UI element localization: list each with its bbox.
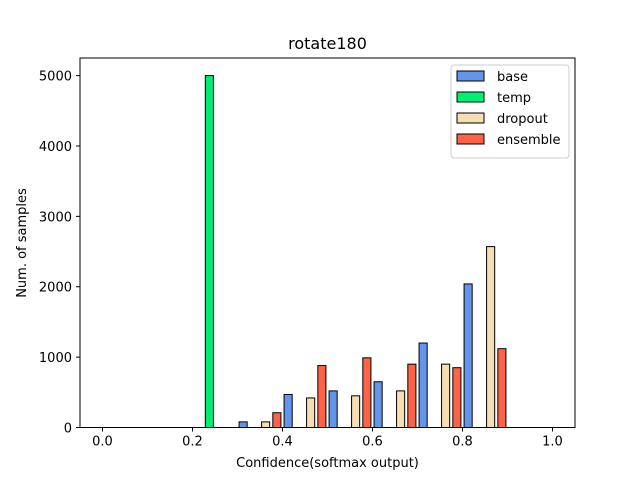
legend-label-base: base [497,70,528,85]
bar-dropout-7 [441,363,451,429]
legend-swatch-ensemble [456,133,485,145]
plot-frame [79,57,576,428]
legend-swatch-base [456,70,485,82]
bar-ensemble-4 [317,365,327,428]
y-tick-label: 4000 [39,140,72,155]
bar-base-4 [283,393,293,429]
legend-swatch-dropout [456,112,485,124]
bar-base-6 [373,381,383,428]
x-axis-label: Confidence(softmax output) [236,456,419,471]
bar-ensemble-7 [452,367,462,428]
bars-group [204,75,507,429]
x-tick-label: 0.2 [182,435,203,450]
x-tick-label: 0.6 [362,435,383,450]
y-tick-label: 2000 [39,281,72,296]
y-tick-label: 0 [64,422,72,437]
x-tick-label: 1.0 [542,435,563,450]
y-axis-label: Num. of samples [15,188,30,298]
bar-ensemble-6 [407,363,417,429]
bar-ensemble-3 [272,412,282,429]
bar-base-8 [463,283,473,429]
legend-label-ensemble: ensemble [497,133,561,148]
legend-swatch-temp [456,91,485,103]
bar-ensemble-5 [362,357,372,429]
bar-base-7 [418,342,428,429]
y-tick-label: 3000 [39,210,72,225]
bar-dropout-6 [396,390,406,428]
legend-label-temp: temp [497,91,531,106]
chart-title: rotate180 [288,34,367,53]
y-tick-label: 1000 [39,351,72,366]
x-tick-label: 0.8 [452,435,473,450]
bar-temp-2 [204,75,214,428]
x-tick-label: 0.0 [92,435,113,450]
bar-base-5 [328,390,338,428]
bar-dropout-4 [306,397,316,429]
bar-base-3 [238,421,248,428]
y-tick-label: 5000 [39,70,72,85]
legend-label-dropout: dropout [497,112,548,127]
x-tick-label: 0.4 [272,435,293,450]
y-axis-ticks: 0 1000 2000 3000 4000 5000 [39,70,80,437]
bar-dropout-3 [261,421,271,428]
bar-dropout-5 [351,395,361,428]
bar-dropout-8 [486,246,496,428]
legend: base temp dropout ensemble [450,64,570,159]
x-axis-ticks: 0.0 0.2 0.4 0.6 0.8 1.0 [92,427,563,450]
bar-ensemble-8 [497,348,507,429]
